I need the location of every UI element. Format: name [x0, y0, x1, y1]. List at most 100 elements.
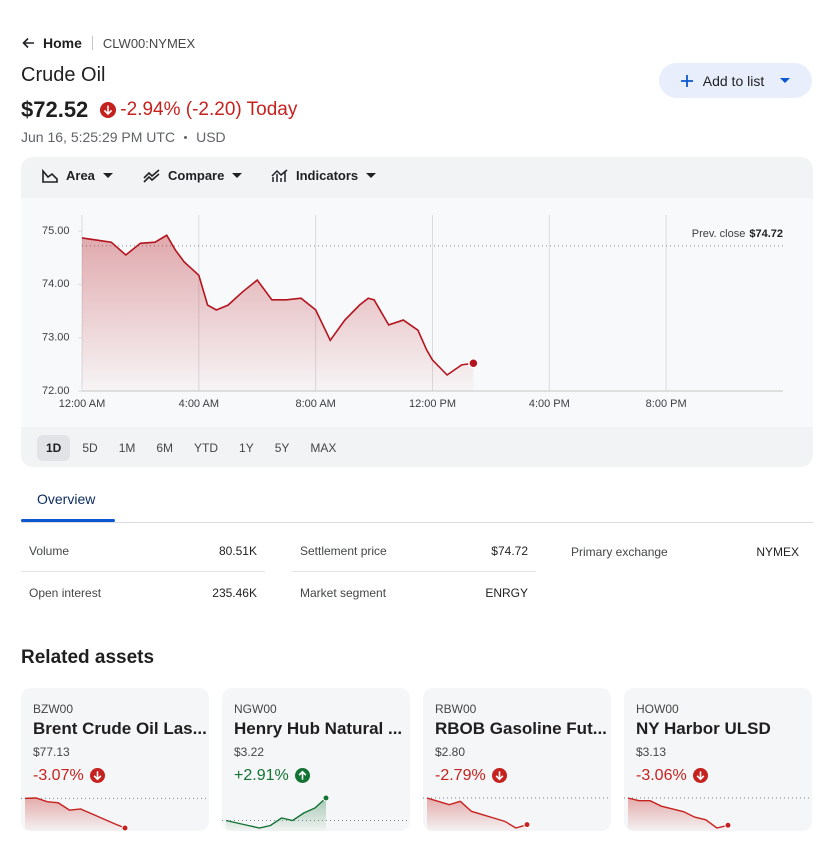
asset-name: RBOB Gasoline Fut...: [435, 719, 607, 738]
timestamp: Jun 16, 5:25:29 PM UTC: [21, 129, 176, 145]
sparkline-line: [426, 797, 528, 829]
tab-divider: [21, 522, 813, 523]
asset-name: NY Harbor ULSD: [636, 719, 771, 738]
timestamp-row: Jun 16, 5:25:29 PM UTC USD: [21, 129, 226, 145]
indicators-button[interactable]: Indicators: [271, 168, 377, 183]
range-tab[interactable]: 1D: [37, 435, 71, 461]
tool-label: Indicators: [296, 168, 359, 183]
area-icon: [42, 168, 58, 183]
sparkline: [423, 797, 611, 831]
sparkline-line: [627, 797, 729, 829]
asset-change: -2.79%: [435, 767, 486, 784]
asset-symbol: HOW00: [636, 702, 679, 716]
sparkline-area: [226, 798, 326, 831]
add-to-list-button[interactable]: Add to list: [659, 63, 812, 98]
currency: USD: [196, 129, 226, 145]
back-arrow[interactable]: [21, 36, 35, 50]
range-tab[interactable]: 6M: [156, 441, 174, 455]
asset-change: +2.91%: [234, 767, 289, 784]
area-fill: [82, 235, 474, 391]
stat: Market segment ENRGY: [292, 572, 536, 613]
prev-close-title: Prev. close: [692, 228, 746, 240]
sparkline-end: [322, 794, 330, 802]
range-tab[interactable]: 1M: [118, 441, 136, 455]
symbol: CLW00:NYMEX: [102, 35, 196, 51]
price-line: [81, 234, 474, 377]
icon-arrow: [696, 771, 705, 781]
x-tick-label: 8:00 PM: [646, 398, 687, 410]
x-tick-label: 4:00 PM: [529, 398, 570, 410]
asset-price: $3.22: [234, 745, 265, 759]
sparkline: [624, 797, 812, 831]
home-link[interactable]: Home: [43, 35, 82, 51]
compare-button[interactable]: Compare: [143, 168, 243, 183]
overview-tab[interactable]: Overview: [37, 491, 96, 507]
asset-change-row: +2.91%: [234, 767, 311, 785]
last-point: [468, 358, 479, 369]
sparkline-area: [25, 798, 125, 831]
range-tab[interactable]: 5D: [82, 441, 98, 455]
icon-arrow: [104, 105, 113, 116]
y-tick-label: 73.00: [42, 332, 70, 344]
y-tick-label: 75.00: [42, 225, 70, 237]
asset-change-row: -3.06%: [636, 767, 709, 785]
stat-label: Settlement price: [300, 544, 387, 558]
sparkline-end: [121, 824, 129, 831]
range-tab[interactable]: 1Y: [239, 441, 254, 455]
x-tick-label: 12:00 AM: [59, 398, 105, 410]
stat: Settlement price $74.72: [292, 531, 536, 572]
icon-arrow: [298, 770, 307, 780]
area-button[interactable]: Area: [42, 168, 113, 183]
stat-value: $74.72: [491, 544, 528, 558]
x-tick-label: 12:00 PM: [409, 398, 456, 410]
sparkline-end: [724, 821, 732, 829]
asset-price: $2.80: [435, 745, 466, 759]
price-row: $72.52 -2.94% (-2.20) Today: [21, 97, 297, 123]
asset-symbol: RBW00: [435, 702, 477, 716]
sparkline-area: [427, 798, 527, 831]
tool-label: Compare: [168, 168, 225, 183]
stat-label: Volume: [29, 544, 70, 558]
stat-value: NYMEX: [756, 544, 799, 559]
asset-card[interactable]: NGW00 Henry Hub Natural ... $3.22 +2.91%: [222, 688, 410, 831]
range-tab[interactable]: 5Y: [274, 441, 290, 455]
range-tab[interactable]: YTD: [194, 441, 219, 455]
y-tick-label: 74.00: [42, 278, 70, 290]
separator: [91, 36, 93, 50]
change: -2.94% (-2.20) Today: [120, 99, 298, 120]
sparkline-area: [628, 798, 728, 831]
stat-label: Primary exchange: [571, 544, 668, 559]
indicators-icon: [271, 168, 288, 182]
prev-close-annotation: Prev. close $74.72: [692, 228, 783, 240]
asset-change: -3.07%: [33, 767, 84, 784]
change-icon: [100, 102, 117, 118]
stat-label: Open interest: [29, 585, 102, 600]
x-tick-label: 8:00 AM: [295, 398, 335, 410]
stat-label: Market segment: [300, 585, 387, 600]
stat-value: ENRGY: [485, 585, 528, 600]
sparkline: [21, 797, 209, 831]
asset-change-row: -2.79%: [435, 767, 508, 785]
range-tab[interactable]: MAX: [310, 441, 337, 455]
asset-price: $3.13: [636, 745, 667, 759]
breadcrumb: Home CLW00:NYMEX: [21, 34, 195, 52]
asset-name: Henry Hub Natural ...: [234, 719, 403, 738]
asset-card[interactable]: RBW00 RBOB Gasoline Fut... $2.80 -2.79%: [423, 688, 611, 831]
asset-card[interactable]: BZW00 Brent Crude Oil Las... $77.13 -3.07%: [21, 688, 209, 831]
change-icon: [491, 768, 507, 783]
asset-card[interactable]: HOW00 NY Harbor ULSD $3.13 -3.06%: [624, 688, 812, 831]
x-tick-label: 4:00 AM: [179, 398, 219, 410]
stat-value: 80.51K: [218, 544, 257, 558]
asset-symbol: NGW00: [234, 702, 277, 716]
asset-change-row: -3.07%: [33, 767, 106, 785]
button-label: Add to list: [702, 72, 765, 89]
related-title: Related assets: [21, 647, 155, 668]
title: Crude Oil: [21, 64, 106, 86]
sparkline-end: [523, 821, 531, 829]
dot: [184, 135, 188, 139]
stat-value: 235.46K: [212, 585, 257, 600]
range-tabs: 1D 5D 1M 6M YTD 1Y 5Y MAX: [37, 435, 348, 461]
asset-symbol: BZW00: [33, 702, 74, 716]
y-tick-label: 72.00: [42, 385, 70, 397]
